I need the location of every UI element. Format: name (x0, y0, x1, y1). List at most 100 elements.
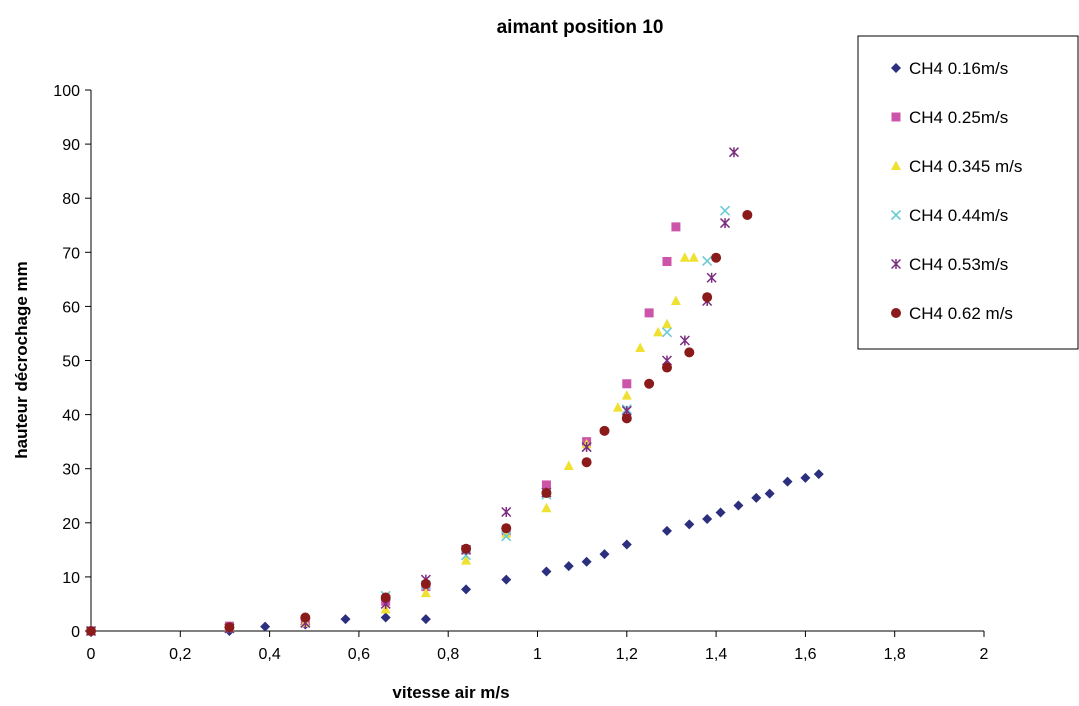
x-tick-label: 0,4 (258, 646, 280, 663)
data-point (599, 549, 610, 560)
x-tick-label: 1,8 (884, 646, 906, 663)
data-point (670, 295, 681, 305)
data-point (622, 379, 632, 389)
data-point (661, 362, 672, 373)
legend-marker (890, 209, 902, 221)
series-2 (86, 222, 681, 636)
series-layer (85, 147, 824, 637)
data-point (612, 402, 623, 412)
data-point (621, 539, 632, 550)
data-point (728, 147, 739, 158)
data-point (420, 614, 431, 625)
data-point (541, 502, 552, 513)
y-tick-label: 90 (62, 137, 80, 154)
legend-marker (891, 308, 901, 318)
data-point (501, 531, 512, 542)
data-point (661, 327, 673, 338)
x-tick-label: 1,2 (616, 646, 638, 663)
y-tick-label: 10 (62, 570, 80, 587)
data-point (661, 525, 672, 536)
data-point (742, 209, 753, 220)
legend-box (857, 35, 1079, 350)
data-point (800, 472, 811, 483)
y-tick-label: 40 (62, 408, 80, 425)
series-5 (85, 147, 739, 637)
x-tick-label: 1 (533, 646, 542, 663)
x-tick-label: 0,6 (348, 646, 370, 663)
data-point (599, 425, 610, 436)
data-point (420, 578, 431, 589)
y-tick-label: 70 (62, 245, 80, 262)
y-tick-label: 100 (53, 83, 80, 100)
data-point (581, 457, 592, 468)
legend-label: CH4 0.44m/s (909, 206, 1008, 225)
y-tick-label: 50 (62, 354, 80, 371)
y-tick-label: 0 (71, 624, 80, 641)
data-point (461, 555, 472, 565)
data-point (644, 378, 655, 389)
data-point (621, 390, 632, 400)
series-3 (86, 252, 699, 635)
data-point (653, 326, 664, 337)
legend-marker (891, 112, 901, 122)
x-tick-label: 2 (980, 646, 989, 663)
data-point (621, 413, 632, 424)
data-point (679, 335, 690, 346)
data-point (764, 488, 775, 499)
data-point (224, 622, 235, 633)
legend-marker (890, 258, 902, 270)
y-tick-label: 60 (62, 299, 80, 316)
data-point (733, 500, 744, 511)
x-tick-label: 1,6 (794, 646, 816, 663)
y-tick-label: 80 (62, 191, 80, 208)
data-point (563, 460, 574, 470)
data-point (702, 514, 713, 525)
legend-label: CH4 0.25m/s (909, 108, 1008, 127)
x-tick-label: 0 (87, 646, 96, 663)
legend-marker (891, 63, 901, 73)
x-ticks: 0 0,2 0,4 0,6 0,8 1 1,2 1,4 1,6 1,8 2 (87, 631, 989, 663)
data-point (706, 272, 717, 283)
data-point (751, 492, 762, 503)
data-point (679, 252, 690, 262)
series-4 (85, 205, 731, 637)
data-point (782, 476, 793, 487)
legend-label: CH4 0.53m/s (909, 255, 1008, 274)
data-point (661, 318, 672, 329)
legend: CH4 0.16m/s CH4 0.25m/s CH4 0.345 m/s CH4 0… (857, 35, 1079, 350)
data-point (501, 506, 512, 518)
data-point (501, 523, 512, 534)
data-point (581, 556, 592, 567)
y-axis-title: hauteur décrochage mm (12, 261, 31, 458)
data-point (702, 292, 713, 303)
data-point (719, 205, 731, 216)
data-point (380, 612, 391, 623)
data-point (461, 584, 472, 595)
data-point (581, 442, 592, 453)
x-tick-label: 1,4 (705, 646, 727, 663)
data-point (635, 342, 646, 353)
x-tick-label: 0,8 (437, 646, 459, 663)
data-point (86, 626, 96, 636)
data-point (711, 252, 722, 263)
data-point (563, 561, 574, 572)
data-point (662, 256, 672, 266)
x-tick-label: 0,2 (169, 646, 191, 663)
data-point (380, 592, 391, 603)
data-point (541, 566, 552, 577)
legend-item: CH4 0.62 m/s (891, 304, 1013, 323)
data-point (715, 507, 726, 518)
legend-item: CH4 0.53m/s (890, 255, 1008, 274)
data-point (501, 574, 512, 585)
data-point (420, 587, 431, 598)
data-point (684, 347, 695, 358)
data-point (644, 308, 654, 318)
data-point (260, 621, 271, 632)
data-point (340, 614, 351, 625)
data-point (688, 252, 699, 262)
y-tick-label: 20 (62, 516, 80, 533)
data-point (684, 519, 695, 530)
series-6 (86, 209, 753, 636)
legend-item: CH4 0.25m/s (891, 108, 1008, 127)
data-point (702, 255, 713, 267)
